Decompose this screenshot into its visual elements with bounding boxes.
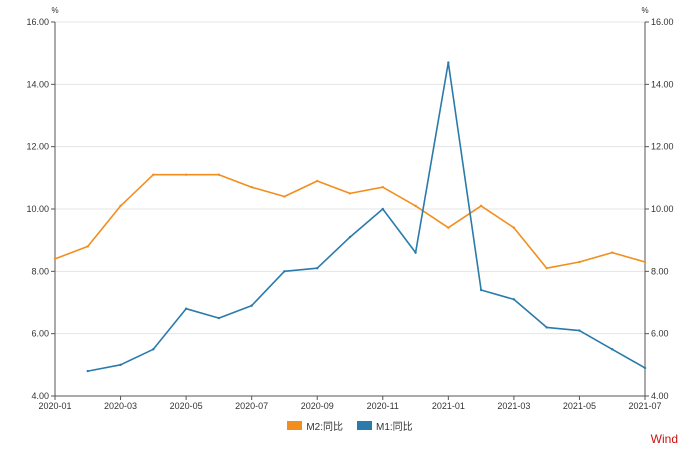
legend-swatch-m2 [287,421,303,430]
data-point-m2 [611,251,614,254]
x-tick-label: 2021-05 [563,401,596,411]
x-tick-label: 2020-05 [170,401,203,411]
legend-label-m2: M2:同比 [306,422,343,433]
y-tick-label-left: 6.00 [31,329,49,339]
y-unit-left: % [51,6,58,15]
data-point-m1 [545,326,548,329]
x-tick-label: 2021-03 [497,401,530,411]
data-point-m2 [479,204,483,208]
y-tick-label-left: 16.00 [26,17,49,27]
data-point-m1 [119,363,122,367]
data-point-m1 [217,316,221,320]
y-tick-label-right: 6.00 [651,329,669,339]
data-point-m1 [611,348,614,351]
data-point-m2 [217,173,221,176]
y-tick-label-right: 4.00 [651,391,669,401]
y-unit-right: % [641,6,648,15]
data-point-m1 [86,369,89,373]
data-point-m2 [414,204,417,208]
x-tick-label: 2021-01 [432,401,465,411]
legend-swatch-m1 [357,421,372,430]
data-point-m2 [152,173,155,176]
source-label: Wind [650,432,678,446]
data-point-m1 [250,304,253,307]
x-tick-label: 2021-07 [628,401,661,411]
legend-item-m1[interactable]: M1:同比 [357,418,413,433]
y-tick-label-right: 16.00 [651,17,674,27]
legend-item-m2[interactable]: M2:同比 [287,418,343,433]
data-point-m1 [184,307,188,310]
y-tick-label-left: 8.00 [31,266,49,276]
y-tick-label-right: 14.00 [651,79,674,89]
data-point-m2 [447,226,450,229]
data-point-m2 [381,185,384,189]
data-point-m2 [643,260,647,264]
data-point-m1 [578,329,581,332]
data-point-m1 [381,207,384,211]
data-point-m2 [250,185,253,189]
data-point-m2 [348,192,352,195]
data-point-m2 [512,226,516,229]
data-point-m2 [119,204,122,208]
y-tick-label-right: 10.00 [651,204,674,214]
y-tick-label-right: 12.00 [651,142,674,152]
y-tick-label-right: 8.00 [651,266,669,276]
series-line-m2 [54,173,646,269]
y-tick-label-left: 10.00 [26,204,49,214]
data-point-m1 [348,235,352,239]
data-point-m1 [152,348,155,351]
data-point-m2 [53,257,57,261]
data-point-m2 [316,179,319,183]
data-point-m1 [512,298,516,301]
data-point-m1 [316,267,319,270]
legend-label-m1: M1:同比 [376,422,413,433]
data-point-m1 [447,61,450,64]
x-tick-label: 2020-09 [301,401,334,411]
legend: M2:同比 M1:同比 [0,418,700,433]
data-point-m2 [578,260,581,264]
series-line-m1 [87,61,646,372]
x-tick-label: 2020-03 [104,401,137,411]
data-point-m1 [479,288,483,292]
data-point-m2 [283,195,286,198]
data-point-m2 [86,245,89,248]
data-point-m2 [184,173,188,176]
x-tick-label: 2020-01 [38,401,71,411]
data-point-m2 [545,267,548,270]
y-tick-label-left: 4.00 [31,391,49,401]
x-tick-label: 2020-11 [367,401,399,411]
data-point-m1 [283,270,286,273]
y-tick-label-left: 12.00 [26,142,49,152]
x-tick-label: 2020-07 [235,401,268,411]
y-tick-label-left: 14.00 [26,79,49,89]
data-point-m1 [643,366,647,370]
data-point-m1 [414,251,417,254]
